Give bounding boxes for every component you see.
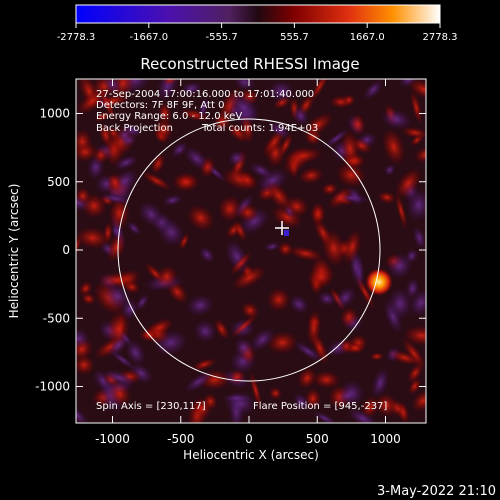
info-method: Back Projection [96, 123, 173, 134]
colorbar-tick-label: 555.7 [280, 32, 309, 43]
x-tick-label: -1000 [95, 432, 130, 446]
colorbar-tick-label: -2778.3 [57, 32, 96, 43]
info-time-range: 27-Sep-2004 17:00:16.000 to 17:01:40.000 [96, 89, 314, 100]
y-tick-label: 500 [47, 175, 70, 189]
info-energy-range: Energy Range: 6.0 - 12.0 keV [96, 111, 242, 122]
solar-limb-circle [117, 118, 381, 382]
colorbar [75, 4, 441, 24]
info-total-counts: Total counts: 1.94E+03 [201, 123, 318, 134]
y-tick-label: 1000 [39, 107, 70, 121]
colorbar-tick-label: 2778.3 [423, 32, 458, 43]
y-axis-ticks: 1000 500 0 -500 -1000 [35, 107, 426, 394]
flare-position-label: Flare Position = [945,-237] [253, 401, 387, 412]
spin-axis-label: Spin Axis = [230,117] [96, 401, 206, 412]
colorbar-tick-label: -1667.0 [129, 32, 168, 43]
x-tick-label: 1000 [370, 432, 401, 446]
colorbar-ticks: -2778.3 -1667.0 -555.7 555.7 1667.0 2778.3 [57, 23, 458, 43]
x-axis-label: Heliocentric X (arcsec) [183, 448, 319, 462]
x-axis-ticks: -1000 -500 0 500 1000 [95, 79, 401, 446]
y-tick-label: -1000 [35, 380, 70, 394]
x-tick-label: 500 [306, 432, 329, 446]
x-tick-label: 0 [245, 432, 253, 446]
flare-source [365, 268, 393, 296]
y-tick-label: 0 [62, 243, 70, 257]
x-tick-label: -500 [167, 432, 194, 446]
info-detectors: Detectors: 7F 8F 9F, Att 0 [96, 100, 224, 111]
y-axis-label: Heliocentric Y (arcsec) [7, 184, 21, 319]
plot-title: Reconstructed RHESSI Image [140, 55, 359, 73]
plot-frame [75, 78, 427, 424]
rhessi-image [76, 79, 426, 423]
y-tick-label: -500 [43, 311, 70, 325]
colorbar-tick-label: -555.7 [205, 32, 237, 43]
footer-date: 3-May-2022 21:10 [377, 484, 496, 499]
colorbar-tick-label: 1667.0 [350, 32, 385, 43]
spin-axis-marker [275, 221, 289, 236]
